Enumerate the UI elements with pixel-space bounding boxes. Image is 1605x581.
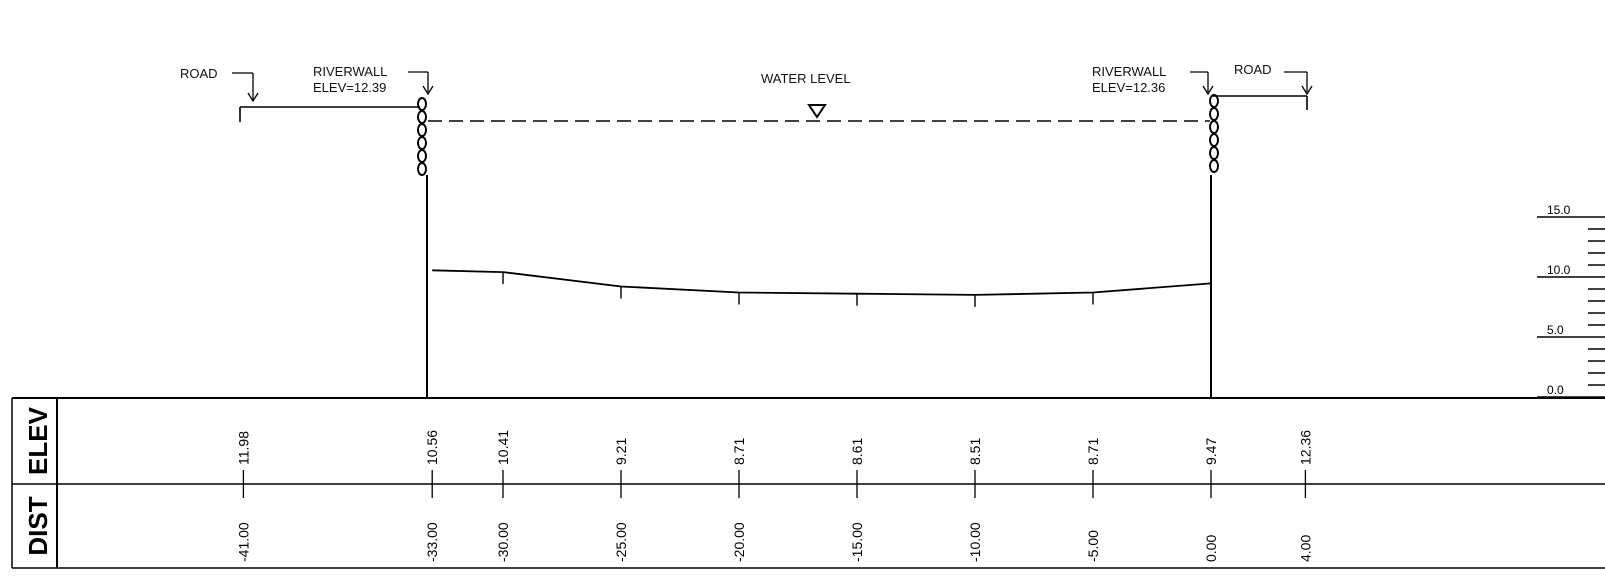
- data-table: ELEV DIST 11.98 -41.00 10.56 -33.00 10.41 -30…: [11, 397, 1605, 569]
- scale-label: 5.0: [1547, 323, 1564, 337]
- scale-label: 10.0: [1547, 263, 1571, 277]
- water-level-symbol: [807, 104, 827, 119]
- road-left-label: ROAD: [180, 66, 218, 81]
- riverwall-left-elev-label: ELEV=12.39: [313, 80, 386, 95]
- elev-value: 10.56: [424, 430, 440, 465]
- riverwall-right-elev-label: ELEV=12.36: [1092, 80, 1165, 95]
- table-values: 11.98 -41.00 10.56 -33.00 10.41 -30.00 9.21 -25…: [235, 430, 1313, 562]
- dist-value: -15.00: [849, 522, 865, 562]
- elevation-scale: 15.0 10.0 5.0 0.0: [1537, 203, 1605, 398]
- elev-value: 9.47: [1203, 438, 1219, 465]
- road-right: [1213, 95, 1308, 110]
- riverwall-left-leader: [408, 71, 434, 96]
- dist-header: DIST: [23, 496, 53, 555]
- dist-value: 4.00: [1297, 535, 1313, 562]
- riverwall-right-label: RIVERWALL: [1092, 64, 1166, 79]
- elev-value: 10.41: [495, 430, 511, 465]
- elev-value: 8.61: [849, 438, 865, 465]
- road-right-leader: [1284, 71, 1313, 96]
- riverbed-profile: [432, 269, 1212, 296]
- dist-value: -20.00: [731, 522, 747, 562]
- road-left: [239, 106, 420, 122]
- elev-value: 11.98: [235, 431, 251, 465]
- riverwall-left: [417, 97, 428, 398]
- dist-value: -25.00: [613, 522, 629, 562]
- elev-value: 12.36: [1297, 430, 1313, 465]
- station-ticks: [502, 272, 1094, 307]
- scale-label: 0.0: [1547, 383, 1564, 397]
- water-level-label: WATER LEVEL: [761, 71, 851, 86]
- dist-value: -41.00: [235, 522, 251, 562]
- elev-value: 9.21: [613, 438, 629, 465]
- dist-value: 0.00: [1203, 535, 1219, 562]
- elev-value: 8.71: [1085, 438, 1101, 465]
- elev-header: ELEV: [23, 406, 53, 475]
- elev-value: 8.71: [731, 438, 747, 465]
- riverwall-right: [1209, 94, 1219, 398]
- riverwall-left-label: RIVERWALL: [313, 64, 387, 79]
- riverwall-right-leader: [1190, 71, 1214, 96]
- dist-value: -30.00: [495, 522, 511, 562]
- dist-value: -10.00: [967, 522, 983, 562]
- road-left-leader: [232, 72, 259, 103]
- scale-label: 15.0: [1547, 203, 1571, 217]
- dist-value: -5.00: [1085, 530, 1101, 562]
- dist-value: -33.00: [424, 522, 440, 562]
- elev-value: 8.51: [967, 438, 983, 465]
- road-right-label: ROAD: [1234, 62, 1272, 77]
